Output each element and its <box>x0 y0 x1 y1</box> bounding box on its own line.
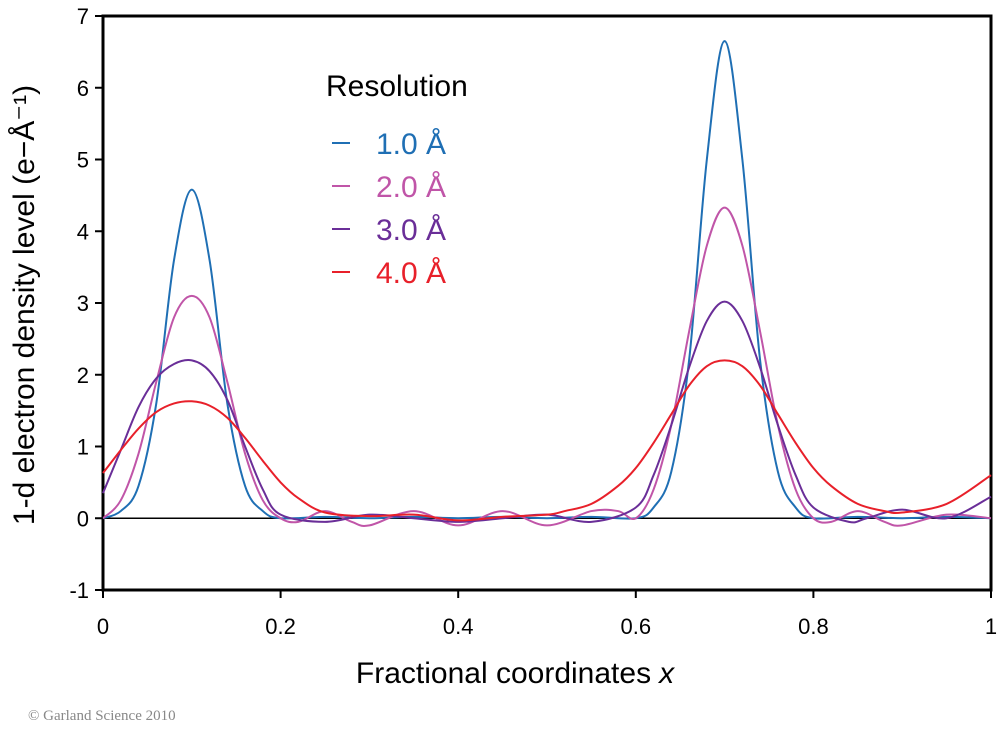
x-tick-label: 0.4 <box>443 614 474 639</box>
x-axis-title-text: Fractional coordinates <box>356 657 651 690</box>
y-tick-label: 5 <box>77 148 89 173</box>
legend-label: 2.0 Å <box>376 171 446 204</box>
series-line-2 <box>102 206 992 527</box>
y-tick-label: 4 <box>77 219 89 244</box>
x-axis-title-var: x <box>657 657 675 690</box>
x-axis-ticks: 0 0.2 0.4 0.6 0.8 1 <box>97 590 997 639</box>
x-tick-label: 0.8 <box>798 614 829 639</box>
x-tick-label: 0.6 <box>621 614 652 639</box>
x-tick-label: 0 <box>97 614 109 639</box>
y-axis-ticks: -1 0 1 2 3 4 5 6 7 <box>69 4 103 603</box>
series-layer <box>102 40 992 527</box>
copyright-notice: © Garland Science 2010 <box>28 708 176 724</box>
y-tick-label: 7 <box>77 4 89 29</box>
y-tick-label: 0 <box>77 506 89 531</box>
y-tick-label: 2 <box>77 363 89 388</box>
x-axis-title: Fractional coordinates x <box>356 657 675 690</box>
plot-area <box>101 14 993 592</box>
x-tick-label: 0.2 <box>265 614 296 639</box>
series-line-3 <box>102 300 992 524</box>
x-tick-label: 1 <box>985 614 997 639</box>
series-line-4 <box>102 359 992 522</box>
legend-label: 3.0 Å <box>376 214 446 247</box>
y-tick-label: 6 <box>77 76 89 101</box>
y-axis-title: 1-d electron density level (e−Å⁻¹) <box>8 85 41 525</box>
legend-label: 1.0 Å <box>376 128 446 161</box>
series-line-1 <box>102 40 992 520</box>
legend-items: 1.0 Å 2.0 Å 3.0 Å 4.0 Å <box>332 128 446 290</box>
y-tick-label: -1 <box>69 578 89 603</box>
legend: Resolution 1.0 Å 2.0 Å 3.0 Å 4.0 Å <box>326 70 468 290</box>
legend-title: Resolution <box>326 70 468 103</box>
legend-label: 4.0 Å <box>376 257 446 290</box>
y-tick-label: 1 <box>77 435 89 460</box>
y-tick-label: 3 <box>77 291 89 316</box>
